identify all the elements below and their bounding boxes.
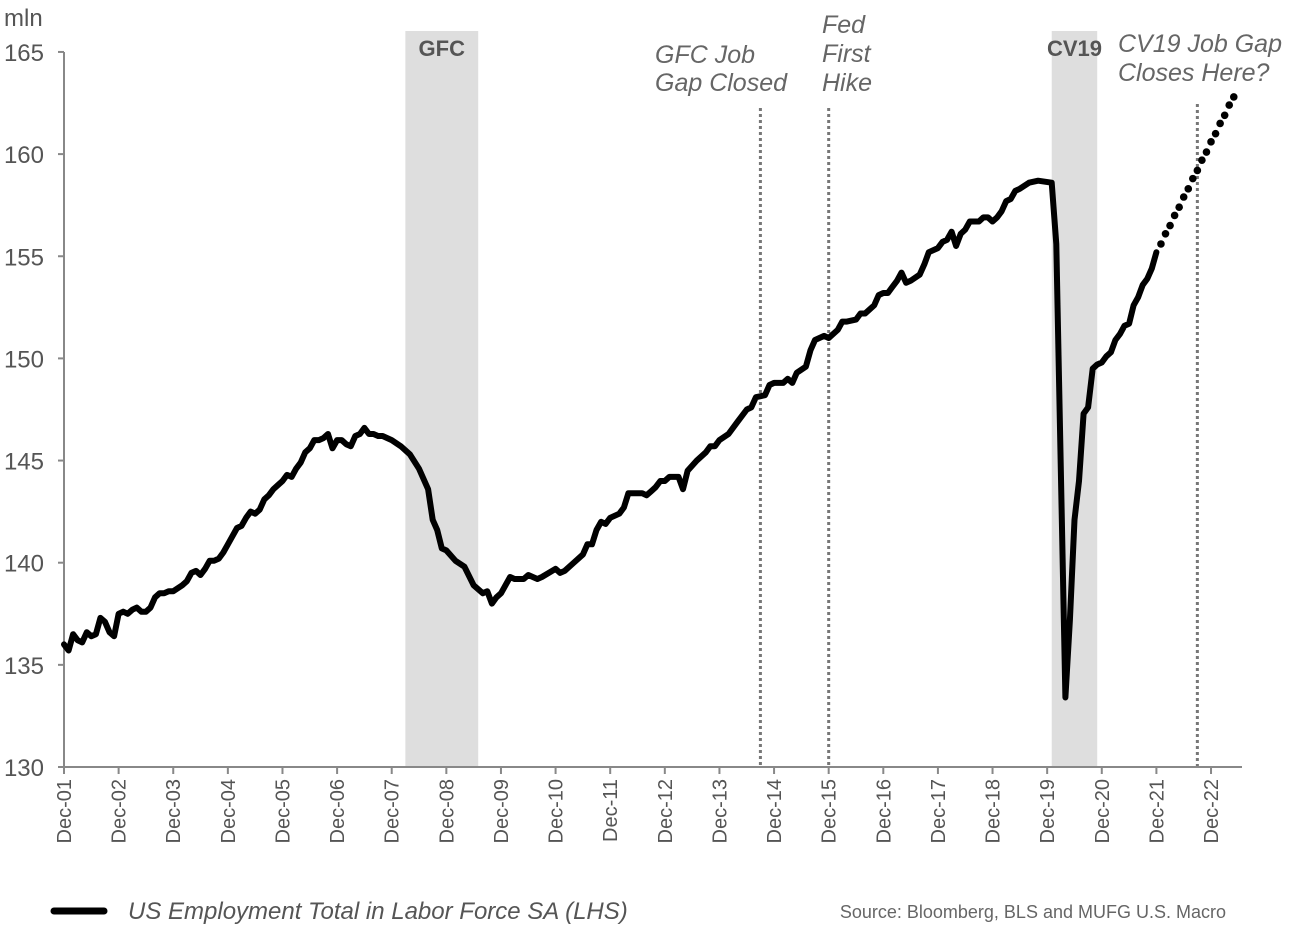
- x-tick-label: Dec-20: [1092, 779, 1114, 843]
- projection-point: [1161, 229, 1170, 238]
- x-tick-label: Dec-14: [764, 779, 786, 843]
- x-tick-label: Dec-06: [327, 779, 349, 843]
- projection-point: [1189, 174, 1197, 183]
- y-tick-label: 135: [4, 653, 44, 680]
- marker-annotation: Closes Here?: [1118, 59, 1270, 87]
- x-tick-label: Dec-08: [436, 779, 458, 843]
- x-tick-label: Dec-21: [1146, 779, 1168, 843]
- series-line-employment: [61, 177, 1160, 701]
- y-tick-label: 130: [4, 755, 44, 782]
- projection-point: [1184, 185, 1193, 193]
- series: [61, 93, 1238, 701]
- x-tick-label: Dec-10: [546, 779, 568, 843]
- x-tick-label: Dec-18: [983, 779, 1005, 843]
- x-tick-label: Dec-03: [163, 779, 185, 843]
- projection-point: [1175, 203, 1183, 212]
- x-tick-label: Dec-15: [819, 779, 841, 843]
- marker-annotation: CV19 Job Gap: [1118, 30, 1282, 58]
- x-tick-label: Dec-22: [1201, 779, 1223, 843]
- y-axis-unit-label: mln: [4, 5, 43, 32]
- projection-point: [1179, 193, 1188, 201]
- legend: US Employment Total in Labor Force SA (L…: [50, 898, 628, 925]
- y-tick-label: 140: [4, 551, 44, 578]
- x-tick-label: Dec-07: [382, 779, 404, 843]
- x-tick-label: Dec-04: [218, 779, 240, 843]
- shaded-period-label: GFC: [419, 36, 466, 61]
- projection-point: [1198, 156, 1206, 165]
- y-tick-label: 145: [4, 449, 44, 476]
- y-tick-label: 155: [4, 244, 44, 271]
- projection-point: [1166, 221, 1174, 230]
- projection-point: [1193, 166, 1202, 175]
- marker-annotation: Fed: [822, 11, 866, 39]
- shaded-period-gfc: [405, 31, 479, 767]
- x-tick-label: Dec-09: [491, 779, 513, 843]
- y-tick-label: 150: [4, 346, 44, 373]
- x-tick-label: Dec-05: [272, 779, 294, 843]
- x-tick-label: Dec-17: [928, 779, 950, 843]
- y-tick-label: 165: [4, 40, 44, 67]
- marker-annotation: First: [822, 40, 872, 68]
- x-tick-label: Dec-01: [54, 779, 76, 843]
- shaded-period-label: CV19: [1047, 36, 1102, 61]
- axes: 130 135 140 145 150 155 160 165 Dec-01 Dec-02 Dec-…: [4, 40, 1242, 843]
- y-tick-label: 160: [4, 142, 44, 169]
- projection-point: [1202, 148, 1211, 156]
- marker-annotation: Gap Closed: [655, 69, 788, 97]
- projection-point: [1170, 211, 1179, 220]
- x-tick-label: Dec-19: [1037, 779, 1059, 843]
- x-tick-label: Dec-16: [873, 779, 895, 843]
- projection-point: [1207, 138, 1215, 146]
- projection-point: [1229, 93, 1238, 101]
- source-note: Source: Bloomberg, BLS and MUFG U.S. Mac…: [840, 902, 1226, 922]
- projection-point: [1220, 111, 1229, 120]
- projection-point: [1225, 101, 1234, 109]
- marker-annotation: Hike: [822, 69, 872, 97]
- marker-annotation: GFC Job: [655, 41, 755, 69]
- projection-point: [1157, 240, 1165, 248]
- x-tick-label: Dec-11: [600, 779, 622, 842]
- x-tick-label: Dec-13: [709, 779, 731, 843]
- legend-label: US Employment Total in Labor Force SA (L…: [128, 898, 628, 925]
- x-tick-label: Dec-12: [655, 779, 677, 843]
- projection-point: [1211, 129, 1220, 138]
- projection-point: [1216, 119, 1224, 128]
- x-tick-label: Dec-02: [109, 779, 131, 843]
